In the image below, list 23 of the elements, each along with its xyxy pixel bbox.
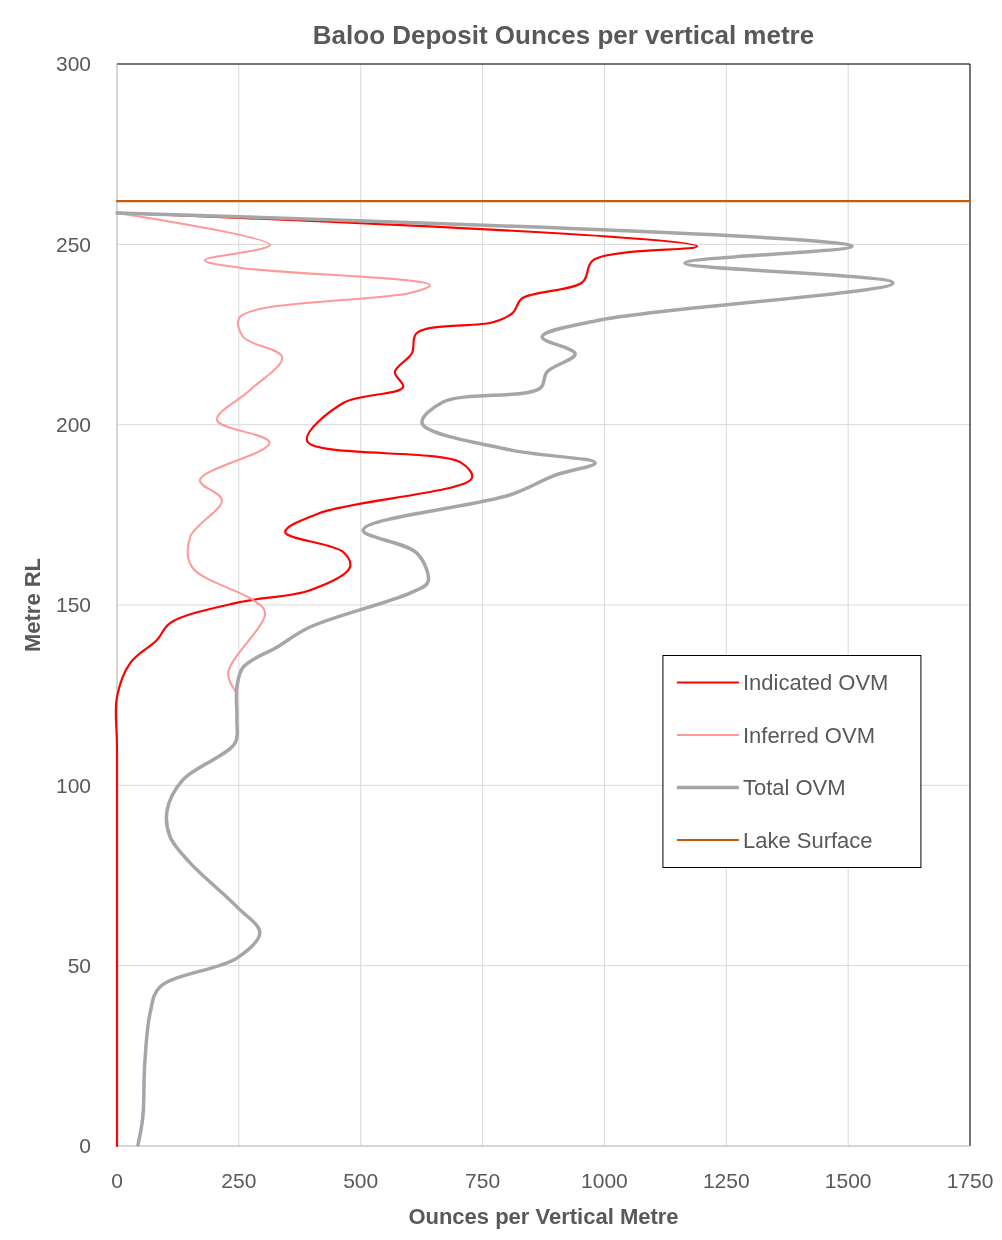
y-tick-label: 100 (55, 773, 91, 797)
x-tick-label: 1750 (946, 1169, 994, 1192)
chart-title: Baloo Deposit Ounces per vertical metre (312, 20, 815, 50)
x-tick-label: 750 (465, 1169, 501, 1192)
legend-label: Total OVM (742, 775, 846, 801)
x-tick-label: 1000 (581, 1169, 628, 1192)
y-tick-label: 0 (79, 1134, 91, 1158)
x-tick-label: 1250 (702, 1169, 750, 1192)
y-tick-label: 50 (67, 954, 91, 978)
legend-label: Inferred OVM (742, 722, 875, 748)
x-tick-label: 0 (111, 1169, 123, 1192)
y-tick-label: 200 (55, 413, 91, 437)
x-tick-label: 500 (343, 1169, 379, 1192)
x-axis-title: Ounces per Vertical Metre (408, 1204, 679, 1229)
x-tick-label: 250 (221, 1169, 257, 1192)
legend-label: Lake Surface (742, 827, 873, 853)
legend-label: Indicated OVM (742, 670, 889, 696)
y-axis-title: Metre RL (20, 557, 45, 653)
x-tick-label: 1500 (824, 1169, 872, 1192)
y-tick-label: 300 (55, 52, 91, 76)
y-tick-label: 250 (55, 232, 91, 256)
line-series (115, 211, 895, 1147)
y-tick-label: 150 (55, 593, 91, 617)
